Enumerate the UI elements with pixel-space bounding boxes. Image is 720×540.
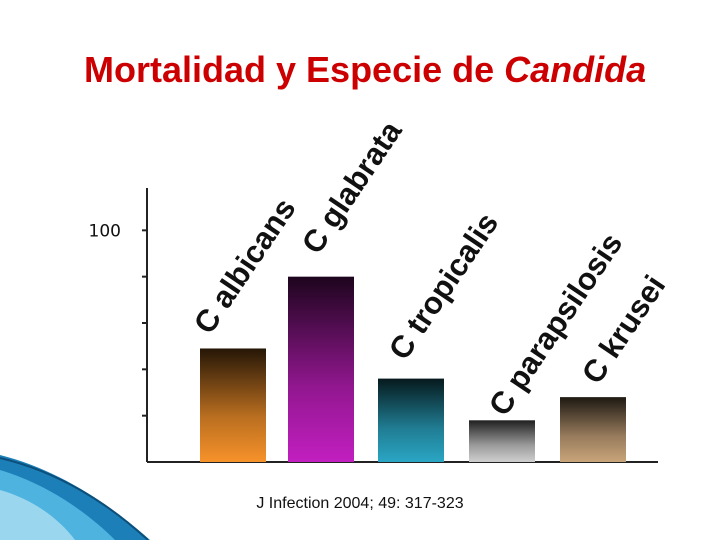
bar: [469, 420, 535, 462]
bar: [288, 276, 354, 462]
category-label: C glabrata: [295, 114, 409, 260]
y-tick-label: 100: [89, 221, 121, 241]
title-text: Mortalidad y Especie de: [84, 49, 494, 90]
category-label: C tropicalis: [382, 206, 505, 366]
chart-title: Mortalidad y Especie de Candida: [84, 49, 646, 90]
bar: [200, 348, 266, 462]
bar: [378, 378, 444, 462]
source: J Infection 2004; 49: 317-323: [256, 495, 463, 512]
bar: [560, 397, 626, 462]
title-italic: Candida: [504, 49, 646, 90]
category-label: C albicans: [187, 192, 303, 340]
decoration: [0, 455, 150, 540]
